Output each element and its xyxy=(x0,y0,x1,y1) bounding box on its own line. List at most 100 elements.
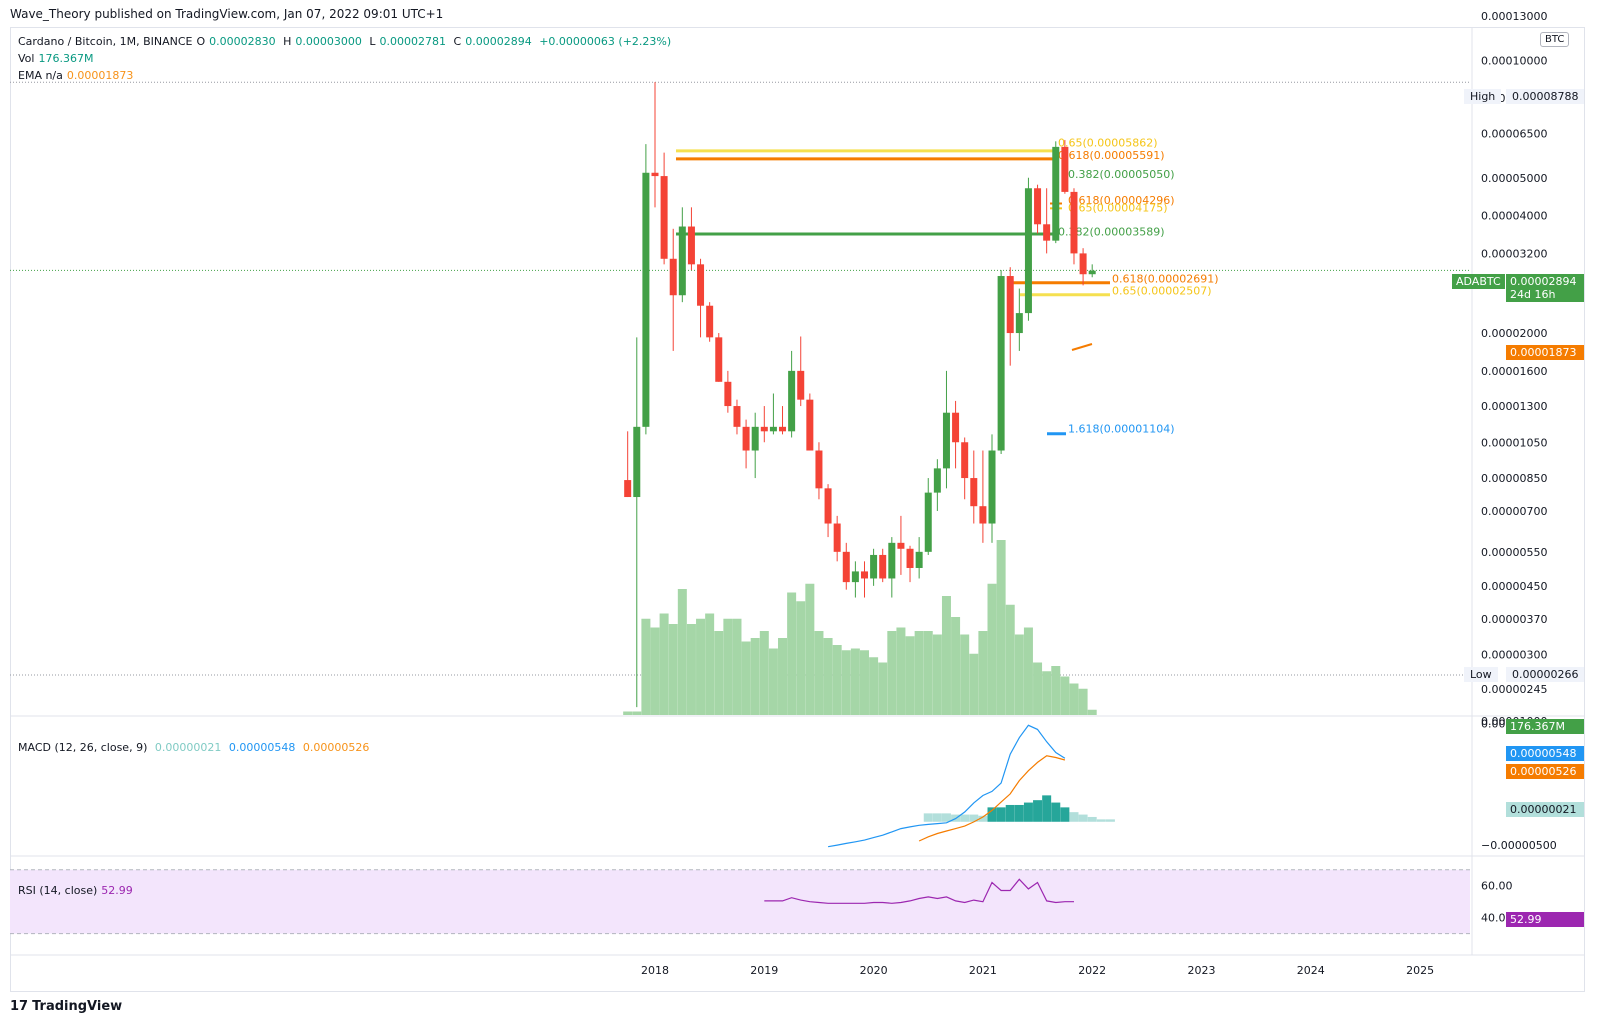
fib-label: 0.618(0.00002691) xyxy=(1112,272,1219,285)
candle-body xyxy=(797,370,805,400)
volume-bar xyxy=(778,638,788,715)
low-value: 0.00000266 xyxy=(1506,667,1585,682)
candle-body xyxy=(933,468,941,493)
legend-rsi[interactable]: RSI (14, close) 52.99 xyxy=(18,884,133,897)
ema-badge: 0.00001873 xyxy=(1506,345,1584,360)
candle-body xyxy=(760,426,768,432)
volume-bar xyxy=(960,634,970,715)
legend-macd[interactable]: MACD (12, 26, close, 9) 0.00000021 0.000… xyxy=(18,741,370,754)
volume-bar xyxy=(805,583,815,715)
tradingview-brand[interactable]: 𝟭𝟳 TradingView xyxy=(10,999,123,1014)
rsi-tick: 60.00 xyxy=(1481,880,1513,893)
macd-line xyxy=(827,724,1066,848)
legend-ema[interactable]: EMA n/a 0.00001873 xyxy=(18,69,134,82)
time-tick: 2019 xyxy=(750,964,778,977)
macd-histogram-bar xyxy=(1096,819,1106,822)
volume-bar xyxy=(632,711,642,715)
macd-histogram-bar xyxy=(960,814,970,822)
candle-body xyxy=(724,381,732,407)
candle-body xyxy=(788,370,796,432)
candle-body xyxy=(751,426,759,451)
legend-change: +0.00000063 (+2.23%) xyxy=(539,35,672,48)
volume-bar xyxy=(823,638,833,715)
legend-high: 0.00003000 xyxy=(295,35,362,48)
candle-body xyxy=(651,172,659,177)
low-label: Low xyxy=(1464,667,1498,682)
volume-bar xyxy=(768,648,778,715)
candle-body xyxy=(1052,146,1060,241)
price-tick: 0.00006500 xyxy=(1481,127,1547,140)
currency-badge[interactable]: BTC xyxy=(1540,32,1570,47)
ema-line xyxy=(1071,343,1093,351)
price-tick: 0.00000300 xyxy=(1481,649,1547,662)
volume-bar xyxy=(914,631,924,715)
candle-body xyxy=(815,450,823,489)
candle-body xyxy=(660,176,668,259)
high-label: High xyxy=(1464,89,1502,104)
candle-body xyxy=(1079,253,1087,275)
price-tick: 0.00000850 xyxy=(1481,472,1547,485)
candle-body xyxy=(678,226,686,296)
volume-bar xyxy=(623,711,633,715)
macd-histogram-bar xyxy=(1060,807,1070,822)
macd-histogram-bar xyxy=(941,813,951,822)
candle-body xyxy=(769,426,777,432)
candle-body xyxy=(888,542,896,579)
volume-bar xyxy=(696,618,706,715)
legend-symbol[interactable]: Cardano / Bitcoin, 1M, BINANCE xyxy=(18,35,193,48)
macd-signal-badge: 0.00000526 xyxy=(1506,764,1584,779)
volume-badge: 176.367M xyxy=(1506,719,1584,734)
volume-bar xyxy=(787,592,797,715)
fib-label: 0.382(0.00003589) xyxy=(1058,226,1165,239)
candle-body xyxy=(842,551,850,583)
candle-body xyxy=(733,406,741,427)
time-tick: 2024 xyxy=(1297,964,1325,977)
candle-body xyxy=(1024,188,1032,314)
macd-histogram-bar xyxy=(1023,802,1033,822)
candle-body xyxy=(742,426,750,451)
publish-info: Wave_Theory published on TradingView.com… xyxy=(10,7,444,21)
volume-bar xyxy=(759,631,769,715)
fib-label: 0.618(0.00004296) xyxy=(1068,194,1175,207)
macd-histogram-bar xyxy=(1105,819,1115,822)
fib-label: 0.65(0.00004175) xyxy=(1068,201,1168,214)
price-tick: 0.00000450 xyxy=(1481,580,1547,593)
time-tick: 2022 xyxy=(1078,964,1106,977)
macd-histogram-bar xyxy=(969,814,979,822)
candle-body xyxy=(1043,224,1051,241)
price-tick: 0.00000370 xyxy=(1481,613,1547,626)
time-tick: 2025 xyxy=(1406,964,1434,977)
volume-bar xyxy=(841,650,851,715)
candle-body xyxy=(860,571,868,579)
volume-bar xyxy=(951,617,961,715)
volume-bar xyxy=(1069,683,1079,715)
price-tick: 0.00010000 xyxy=(1481,54,1547,67)
volume-bar xyxy=(905,636,915,715)
time-tick: 2023 xyxy=(1188,964,1216,977)
candle-body xyxy=(669,258,677,296)
volume-bar xyxy=(887,631,897,715)
volume-bar xyxy=(814,631,824,715)
legend-macd-line: 0.00000548 xyxy=(228,741,296,754)
volume-bar xyxy=(650,627,660,715)
volume-bar xyxy=(859,650,869,715)
candle-body xyxy=(1034,188,1042,225)
legend-ema-value: 0.00001873 xyxy=(66,69,134,82)
price-tick: 0.00001050 xyxy=(1481,436,1547,449)
candle-body xyxy=(824,488,832,524)
macd-histogram-bar xyxy=(1005,804,1015,822)
price-tick: 0.00004000 xyxy=(1481,210,1547,223)
time-tick: 2018 xyxy=(641,964,669,977)
legend-volume[interactable]: Vol 176.367M xyxy=(18,52,94,65)
candle-body xyxy=(806,399,814,451)
macd-signal-line xyxy=(918,755,1066,842)
fib-label: 0.65(0.00002507) xyxy=(1112,285,1212,298)
candle-body xyxy=(897,542,905,549)
volume-bar xyxy=(969,653,979,715)
volume-bar xyxy=(1033,662,1043,715)
candle-body xyxy=(1070,191,1078,254)
macd-histogram-bar xyxy=(1087,816,1097,822)
last-price-badge: 0.00002894 24d 16h xyxy=(1506,274,1584,302)
volume-bar xyxy=(978,631,988,715)
